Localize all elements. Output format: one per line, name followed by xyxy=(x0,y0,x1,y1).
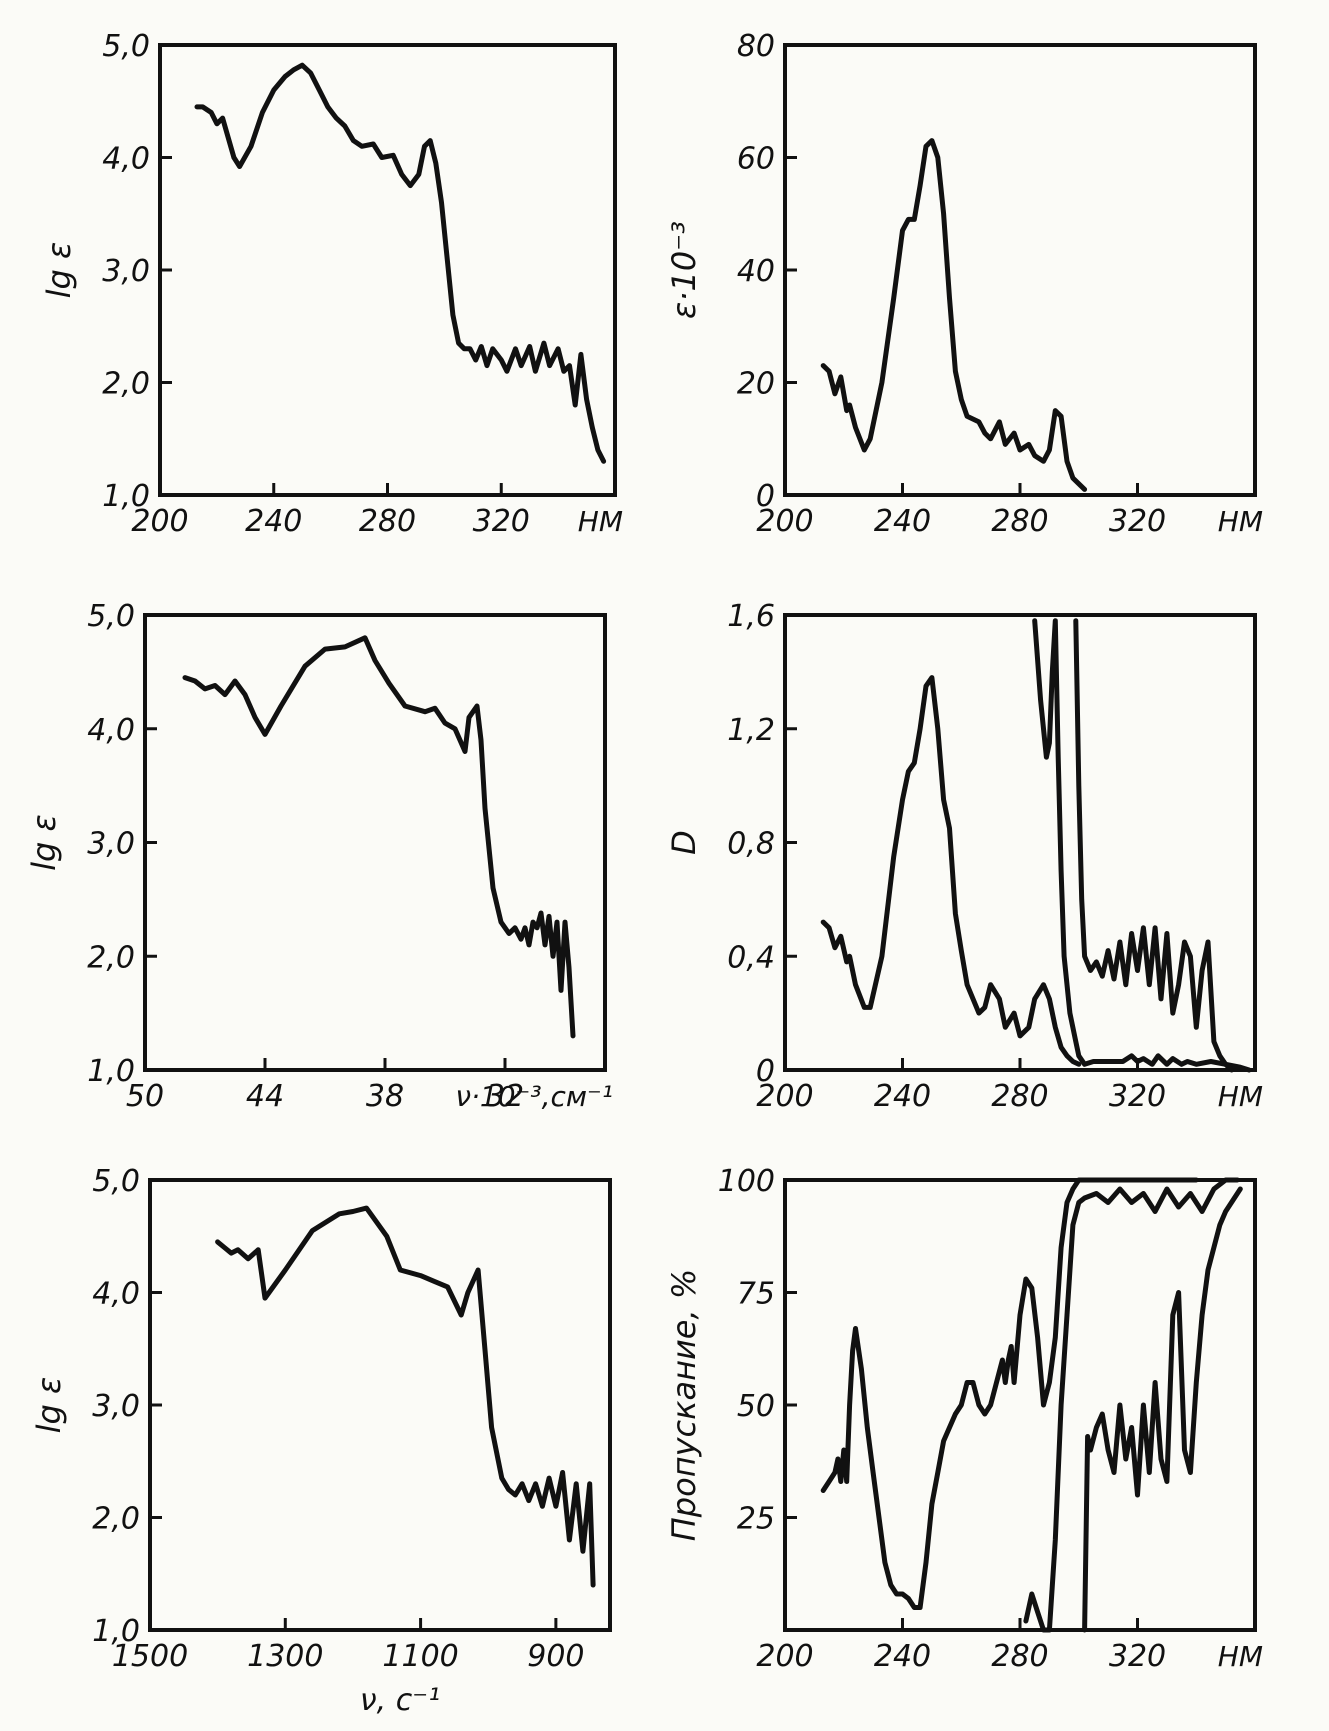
y-axis-label: Пропускание, % xyxy=(665,1269,703,1542)
y-tick-label: 3,0 xyxy=(102,254,150,289)
plot-frame xyxy=(158,43,617,497)
chart-p1: 200 240 280 320 1,0 2,0 3,0 4,0 5,0 НМ lg ε xyxy=(40,29,623,539)
x-tick-label: 320 xyxy=(473,504,530,539)
x-tick-label: 200 xyxy=(756,1639,813,1674)
x-tick-label: 1500 xyxy=(112,1639,188,1674)
y-tick-label: 50 xyxy=(737,1389,775,1424)
x-tick-label: 320 xyxy=(1109,1639,1166,1674)
x-tick-label: 1100 xyxy=(382,1639,458,1674)
x-tick-label: 200 xyxy=(756,1079,813,1114)
chart-p5: 1500 1300 1100 900 1,0 2,0 3,0 4,0 5,0 ν, с⁻¹ lg ε xyxy=(30,1164,612,1718)
y-tick-label: 75 xyxy=(737,1277,775,1312)
y-tick-label: 0 xyxy=(756,479,775,514)
series-line-1 xyxy=(820,138,1088,492)
x-tick-label: 32 xyxy=(486,1079,524,1114)
y-axis-label: D xyxy=(665,830,703,855)
y-tick-label: 1,0 xyxy=(102,479,150,514)
y-tick-label: 80 xyxy=(737,29,775,64)
x-tick-label: 900 xyxy=(527,1639,584,1674)
x-tick-label: 280 xyxy=(991,1079,1048,1114)
chart-p6: 200 240 280 320 25 50 75 100 НМ Пропускание, % xyxy=(665,1164,1263,1674)
x-tick-label: 280 xyxy=(991,504,1048,539)
x-tick-label: 240 xyxy=(874,1079,931,1114)
x-tick-label: 44 xyxy=(246,1079,284,1114)
y-tick-label: 0 xyxy=(756,1054,775,1089)
y-tick-label: 1,0 xyxy=(92,1614,140,1649)
y-tick-label: 100 xyxy=(718,1164,775,1199)
y-tick-label: 3,0 xyxy=(87,827,135,862)
series-line-1 xyxy=(820,1177,1199,1610)
y-axis-label: lg ε xyxy=(30,1377,68,1434)
y-axis-label: lg ε xyxy=(40,242,78,299)
x-tick-label: 200 xyxy=(756,504,813,539)
y-tick-label: 25 xyxy=(737,1502,775,1537)
x-unit-label: НМ xyxy=(1218,1640,1263,1673)
x-tick-label: 38 xyxy=(366,1079,404,1114)
y-tick-label: 1,6 xyxy=(727,599,775,634)
plot-frame xyxy=(783,613,1257,1072)
chart-p4: 200 240 280 320 0 0,4 0,8 1,2 1,6 НМ D xyxy=(665,599,1263,1114)
y-tick-label: 1,2 xyxy=(727,713,775,748)
y-tick-label: 4,0 xyxy=(102,142,150,177)
plot-frame xyxy=(148,1178,612,1632)
y-tick-label: 2,0 xyxy=(87,940,135,975)
series-line-1 xyxy=(215,1205,596,1588)
chart-p3: 50 44 38 32 1,0 2,0 3,0 4,0 5,0 ν·10⁻³,см⁻¹ lg ε xyxy=(25,599,613,1114)
y-tick-label: 5,0 xyxy=(87,599,135,634)
series-line-3 xyxy=(1082,1186,1243,1633)
chart-p2: 200 240 280 320 0 20 40 60 80 НМ ε·10⁻³ xyxy=(665,29,1263,539)
y-tick-label: 0,8 xyxy=(727,827,775,862)
y-tick-label: 3,0 xyxy=(92,1389,140,1424)
x-tick-label: 240 xyxy=(245,504,302,539)
y-tick-label: 5,0 xyxy=(92,1164,140,1199)
series-line-1 xyxy=(182,635,576,1039)
series-line-1 xyxy=(820,675,1082,1067)
x-unit-label: ν·10⁻³,см⁻¹ xyxy=(455,1080,613,1113)
y-axis-label: lg ε xyxy=(25,814,63,871)
y-tick-label: 1,0 xyxy=(87,1054,135,1089)
y-tick-label: 5,0 xyxy=(102,29,150,64)
series-line-3 xyxy=(1073,618,1234,1073)
y-tick-label: 0,4 xyxy=(727,940,775,975)
x-tick-label: 240 xyxy=(874,504,931,539)
y-tick-label: 20 xyxy=(737,367,775,402)
x-tick-label: 240 xyxy=(874,1639,931,1674)
x-tick-label: 200 xyxy=(131,504,188,539)
y-tick-label: 4,0 xyxy=(87,713,135,748)
x-unit-label: НМ xyxy=(1218,505,1263,538)
series-line-1 xyxy=(194,62,607,464)
series-line-2 xyxy=(1023,1177,1240,1633)
x-tick-label: 320 xyxy=(1109,504,1166,539)
y-tick-label: 40 xyxy=(737,254,775,289)
x-tick-label: 280 xyxy=(359,504,416,539)
x-tick-label: 1300 xyxy=(247,1639,323,1674)
x-unit-label: НМ xyxy=(1218,1080,1263,1113)
x-axis-label: ν, с⁻¹ xyxy=(360,1683,440,1718)
x-unit-label: НМ xyxy=(578,505,623,538)
y-tick-label: 60 xyxy=(737,142,775,177)
y-axis-label: ε·10⁻³ xyxy=(665,221,703,319)
x-tick-label: 320 xyxy=(1109,1079,1166,1114)
series-line-2 xyxy=(1032,618,1252,1073)
x-tick-label: 50 xyxy=(126,1079,164,1114)
y-tick-label: 4,0 xyxy=(92,1277,140,1312)
x-tick-label: 280 xyxy=(991,1639,1048,1674)
y-tick-label: 2,0 xyxy=(92,1502,140,1537)
y-tick-label: 2,0 xyxy=(102,367,150,402)
